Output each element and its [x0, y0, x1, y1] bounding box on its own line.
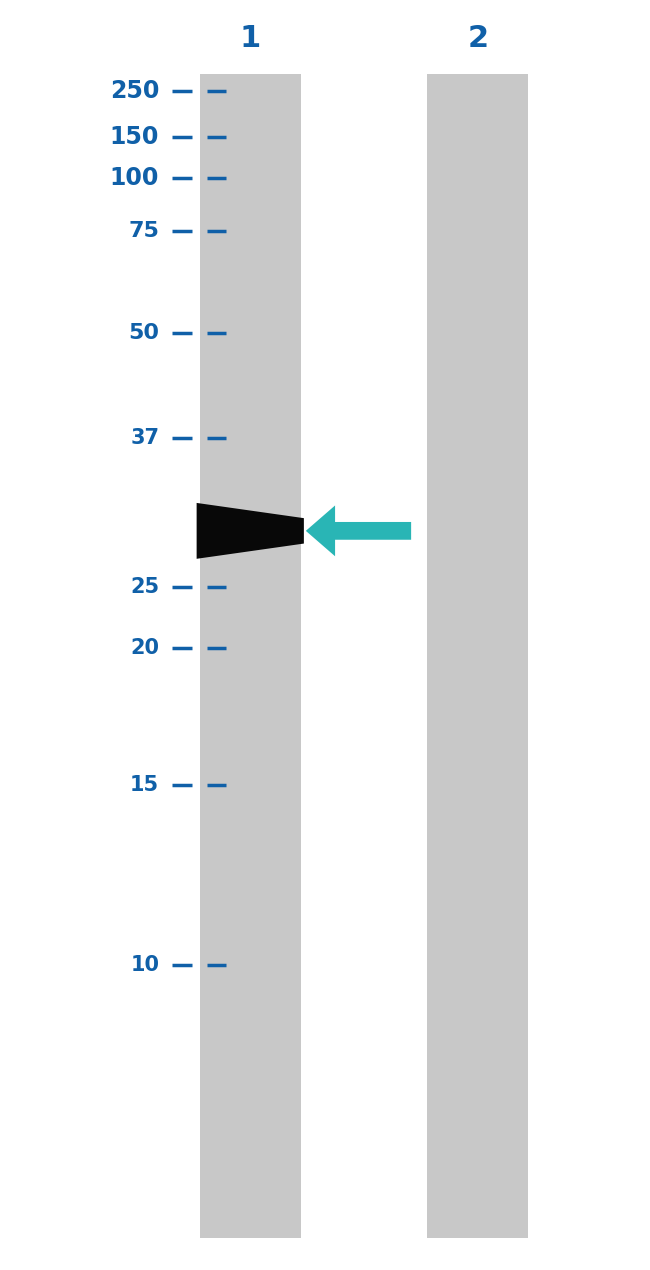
Text: 10: 10 — [130, 955, 159, 975]
Text: 20: 20 — [130, 638, 159, 658]
Text: 50: 50 — [128, 323, 159, 343]
Text: 15: 15 — [130, 775, 159, 795]
Polygon shape — [196, 503, 304, 559]
Text: 1: 1 — [240, 24, 261, 52]
FancyArrow shape — [306, 505, 411, 556]
Bar — [200, 74, 300, 1238]
Bar — [428, 74, 528, 1238]
Text: 37: 37 — [130, 428, 159, 448]
Text: 150: 150 — [110, 126, 159, 149]
Text: 250: 250 — [110, 80, 159, 103]
Text: 2: 2 — [467, 24, 488, 52]
Text: 100: 100 — [110, 166, 159, 189]
Text: 25: 25 — [130, 577, 159, 597]
Text: 75: 75 — [129, 221, 159, 241]
